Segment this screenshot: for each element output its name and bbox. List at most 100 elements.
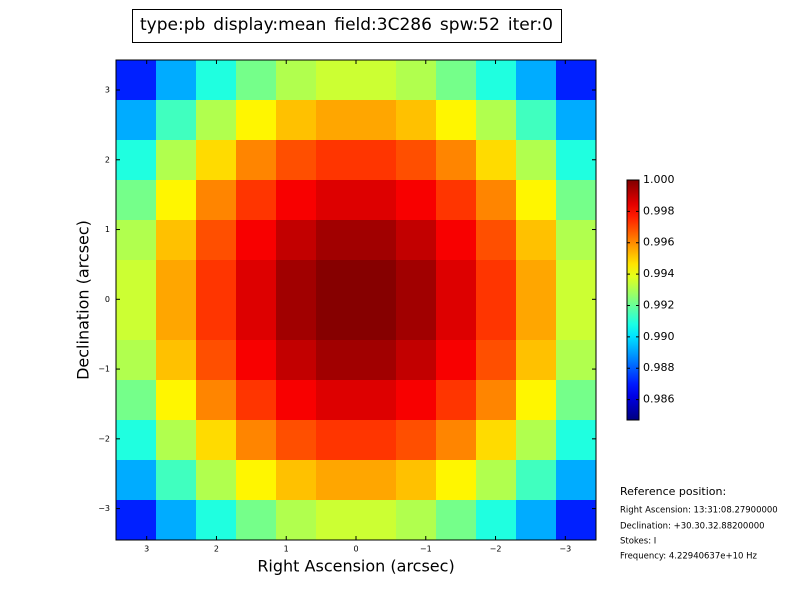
heatmap-cell bbox=[196, 60, 237, 101]
heatmap-cell bbox=[516, 460, 557, 501]
heatmap-cell bbox=[556, 140, 597, 181]
x-tick-label: 0 bbox=[353, 545, 358, 554]
heatmap-cell bbox=[396, 460, 437, 501]
y-tick-label: 0 bbox=[105, 295, 110, 304]
heatmap-cell bbox=[396, 420, 437, 461]
heatmap-cell bbox=[316, 260, 357, 301]
heatmap-cell bbox=[116, 500, 157, 541]
info-line: Frequency: 4.22940637e+10 Hz bbox=[620, 552, 757, 562]
heatmap-cell bbox=[236, 340, 277, 381]
colorbar bbox=[626, 179, 640, 421]
heatmap-cell bbox=[516, 420, 557, 461]
heatmap-cell bbox=[196, 220, 237, 261]
heatmap-cell bbox=[476, 420, 517, 461]
heatmap-cell bbox=[556, 220, 597, 261]
heatmap-cell bbox=[356, 460, 397, 501]
heatmap-cell bbox=[396, 100, 437, 141]
heatmap-cell bbox=[196, 180, 237, 221]
colorbar-tick-label: 0.988 bbox=[643, 361, 675, 374]
heatmap-cell bbox=[236, 500, 277, 541]
heatmap-cell bbox=[516, 300, 557, 341]
heatmap-cell bbox=[476, 460, 517, 501]
heatmap-cell bbox=[436, 220, 477, 261]
heatmap-cell bbox=[436, 180, 477, 221]
heatmap-cell bbox=[236, 180, 277, 221]
colorbar-tick-label: 0.990 bbox=[643, 330, 675, 343]
info-title: Reference position: bbox=[620, 485, 726, 498]
y-tick-label: −2 bbox=[98, 434, 110, 443]
heatmap-cell bbox=[156, 500, 197, 541]
heatmap-cell bbox=[556, 380, 597, 421]
colorbar-tick-label: 1.000 bbox=[643, 173, 675, 186]
heatmap-cell bbox=[236, 380, 277, 421]
heatmap-cell bbox=[476, 60, 517, 101]
x-tick-label: 3 bbox=[144, 545, 149, 554]
heatmap-cell bbox=[316, 380, 357, 421]
heatmap-cell bbox=[516, 340, 557, 381]
heatmap-cell bbox=[196, 460, 237, 501]
heatmap-cell bbox=[476, 340, 517, 381]
heatmap-cell bbox=[316, 340, 357, 381]
heatmap-cell bbox=[276, 140, 317, 181]
heatmap-cell bbox=[356, 140, 397, 181]
title-frame bbox=[132, 9, 562, 43]
heatmap-cell bbox=[236, 140, 277, 181]
heatmap-cell bbox=[396, 300, 437, 341]
y-tick-label: 3 bbox=[105, 86, 110, 95]
heatmap-cell bbox=[516, 60, 557, 101]
heatmap-cell bbox=[156, 140, 197, 181]
heatmap-cell bbox=[316, 60, 357, 101]
heatmap-cell bbox=[236, 60, 277, 101]
heatmap-cell bbox=[396, 180, 437, 221]
heatmap-cell bbox=[156, 340, 197, 381]
y-tick-label: −3 bbox=[98, 504, 110, 513]
heatmap-cell bbox=[156, 220, 197, 261]
heatmap-cell bbox=[556, 260, 597, 301]
heatmap-cell bbox=[116, 260, 157, 301]
heatmap-cell bbox=[276, 220, 317, 261]
heatmap-cell bbox=[396, 140, 437, 181]
heatmap-cell bbox=[116, 340, 157, 381]
heatmap-cell bbox=[476, 220, 517, 261]
heatmap-cell bbox=[356, 260, 397, 301]
heatmap-cell bbox=[556, 100, 597, 141]
colorbar-tick-label: 0.996 bbox=[643, 236, 675, 249]
heatmap-cell bbox=[116, 420, 157, 461]
title-part: display:mean bbox=[213, 15, 326, 35]
heatmap-cell bbox=[516, 140, 557, 181]
heatmap-cell bbox=[116, 220, 157, 261]
x-tick-label: −1 bbox=[420, 545, 432, 554]
heatmap-cell bbox=[276, 340, 317, 381]
title-part: spw:52 bbox=[440, 15, 500, 35]
heatmap-cell bbox=[156, 100, 197, 141]
heatmap-cell bbox=[116, 180, 157, 221]
colorbar-tick-label: 0.994 bbox=[643, 267, 675, 280]
heatmap-cell bbox=[276, 300, 317, 341]
heatmap-cell bbox=[276, 180, 317, 221]
heatmap-cell bbox=[396, 60, 437, 101]
y-axis-label: Declination (arcsec) bbox=[74, 220, 93, 380]
heatmap-cell bbox=[156, 300, 197, 341]
heatmap-cell bbox=[356, 420, 397, 461]
x-tick-label: −3 bbox=[559, 545, 571, 554]
heatmap-cell bbox=[436, 340, 477, 381]
heatmap-cell bbox=[436, 460, 477, 501]
title-box: type:pb display:mean field:3C286 spw:52 iter… bbox=[132, 9, 562, 43]
heatmap-cell bbox=[116, 300, 157, 341]
heatmap-cell bbox=[516, 380, 557, 421]
heatmap-cell bbox=[196, 420, 237, 461]
heatmap-cell bbox=[556, 180, 597, 221]
heatmap-cell bbox=[116, 380, 157, 421]
heatmap-cell bbox=[316, 420, 357, 461]
heatmap-cell bbox=[236, 100, 277, 141]
heatmap-cell bbox=[196, 260, 237, 301]
title-part: iter:0 bbox=[508, 15, 553, 35]
heatmap-cell bbox=[516, 220, 557, 261]
heatmap-cell bbox=[316, 180, 357, 221]
y-tick-label: 2 bbox=[105, 155, 110, 164]
x-tick-label: −2 bbox=[490, 545, 502, 554]
heatmap-cell bbox=[196, 340, 237, 381]
heatmap-cell bbox=[516, 100, 557, 141]
info-line: Right Ascension: 13:31:08.27900000 bbox=[620, 506, 778, 516]
